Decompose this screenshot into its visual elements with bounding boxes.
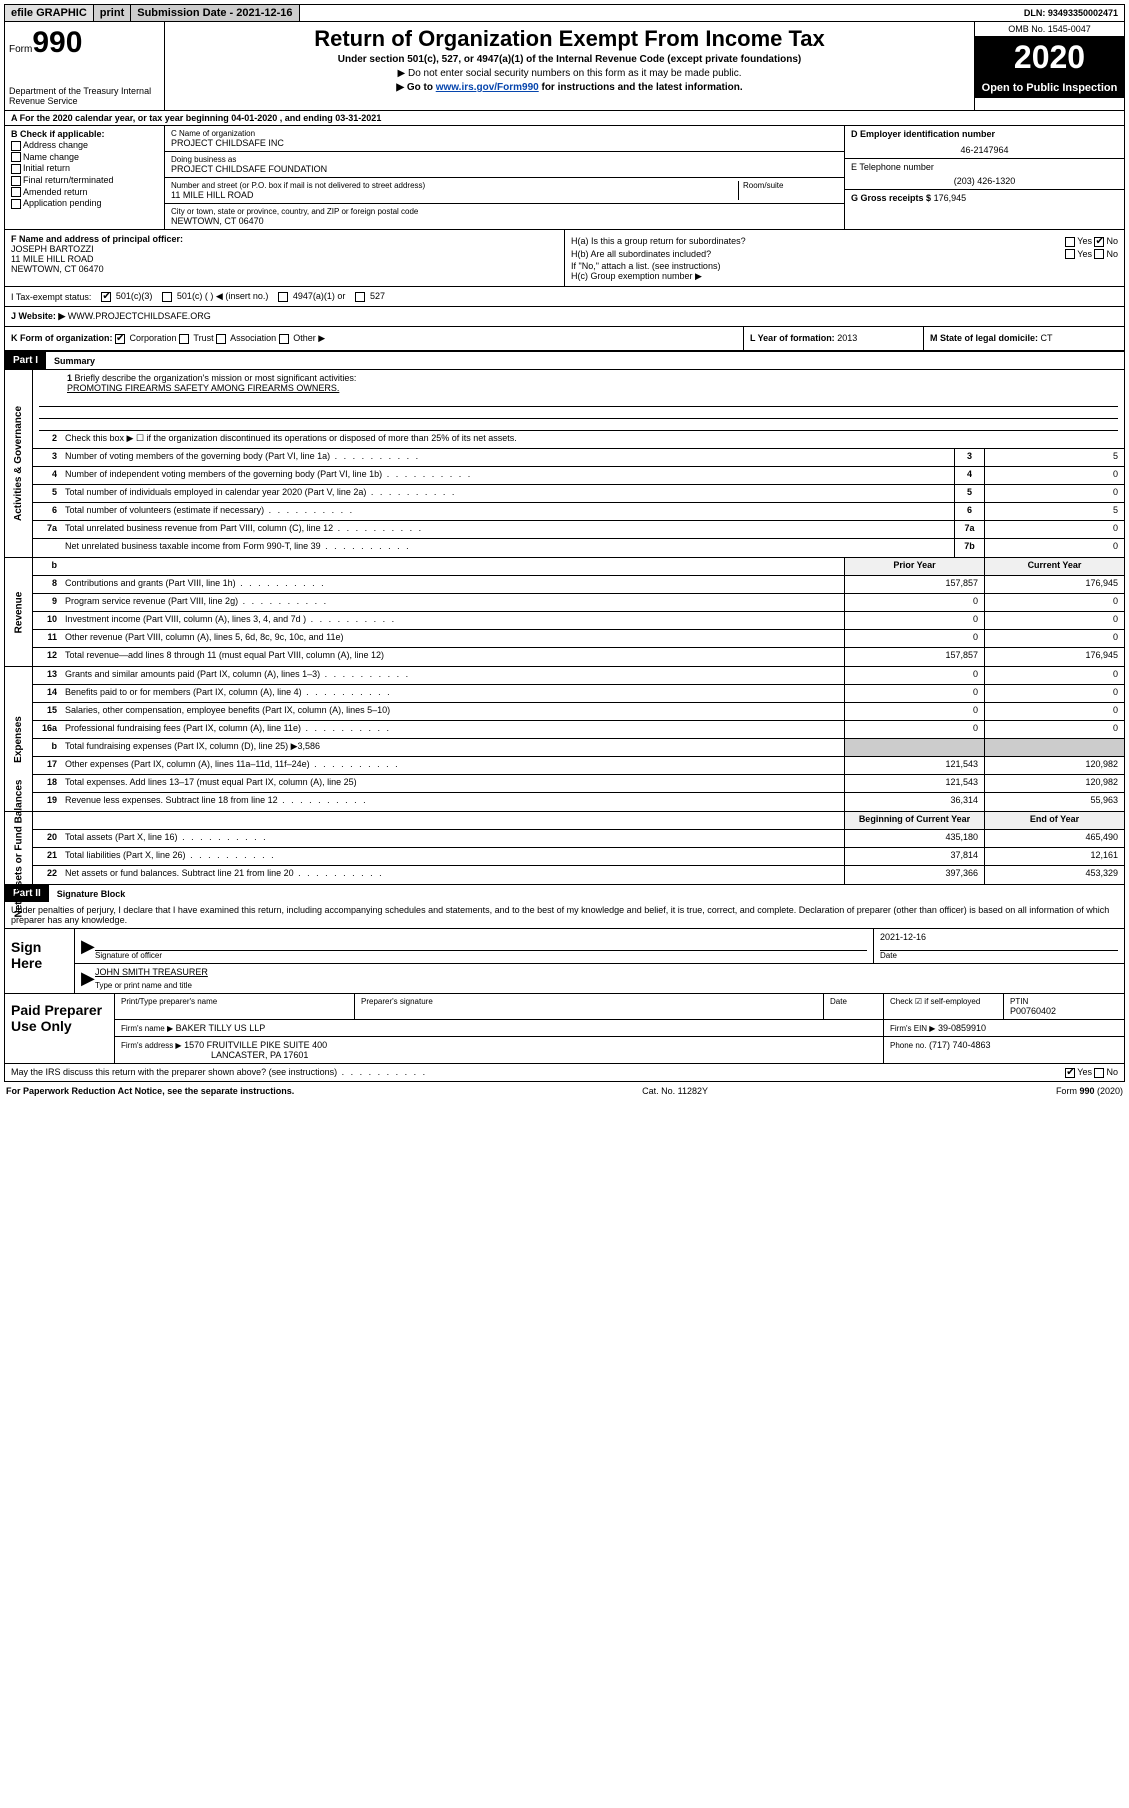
cb-initial-return[interactable]: Initial return	[11, 163, 158, 174]
header-line1: ▶ Do not enter social security numbers o…	[173, 68, 966, 79]
c-name-label: C Name of organization	[171, 129, 838, 138]
instructions-link[interactable]: www.irs.gov/Form990	[436, 82, 539, 93]
sign-here-label: Sign Here	[5, 929, 75, 993]
f-addr1: 11 MILE HILL ROAD	[11, 254, 558, 264]
mission-label: Briefly describe the organization's miss…	[75, 373, 357, 383]
open-inspection: Open to Public Inspection	[975, 78, 1124, 98]
section-bcd: B Check if applicable: Address change Na…	[4, 126, 1125, 230]
website-row: J Website: ▶ WWW.PROJECTCHILDSAFE.ORG	[4, 307, 1125, 327]
hc-label: H(c) Group exemption number ▶	[571, 271, 1118, 282]
c-city: NEWTOWN, CT 06470	[171, 216, 838, 226]
form-header: Form990 Department of the Treasury Inter…	[4, 22, 1125, 111]
c-dba-label: Doing business as	[171, 155, 838, 164]
r7av: 0	[984, 521, 1124, 538]
hb-label: H(b) Are all subordinates included?	[571, 249, 711, 260]
expenses-side: Expenses	[13, 716, 24, 763]
r4: Number of independent voting members of …	[61, 467, 954, 484]
f-addr2: NEWTOWN, CT 06470	[11, 264, 558, 274]
part1-header: Part I Summary	[4, 351, 1125, 369]
c-dba: PROJECT CHILDSAFE FOUNDATION	[171, 164, 838, 174]
form-subtitle: Under section 501(c), 527, or 4947(a)(1)…	[173, 54, 966, 65]
sig-intro: Under penalties of perjury, I declare th…	[5, 902, 1124, 928]
submission-date: Submission Date - 2021-12-16	[131, 5, 299, 21]
print-button[interactable]: print	[94, 5, 131, 21]
d-ein: 46-2147964	[851, 145, 1118, 155]
r5: Total number of individuals employed in …	[61, 485, 954, 502]
b-title: B Check if applicable:	[11, 129, 158, 139]
r6v: 5	[984, 503, 1124, 520]
form-title: Return of Organization Exempt From Incom…	[173, 26, 966, 52]
tax-year: 2020	[975, 37, 1124, 78]
dept-label: Department of the Treasury Internal Reve…	[9, 86, 160, 106]
c-addr: 11 MILE HILL ROAD	[171, 190, 738, 200]
netassets-side: Net Assets or Fund Balances	[13, 779, 24, 917]
r7a: Total unrelated business revenue from Pa…	[61, 521, 954, 538]
d-gross: G Gross receipts $ 176,945	[845, 190, 1124, 206]
tax-exempt-row: I Tax-exempt status: 501(c)(3) 501(c) ( …	[4, 287, 1125, 307]
cb-amended-return[interactable]: Amended return	[11, 187, 158, 198]
r4v: 0	[984, 467, 1124, 484]
r6: Total number of volunteers (estimate if …	[61, 503, 954, 520]
signature-block: Under penalties of perjury, I declare th…	[4, 902, 1125, 994]
paid-preparer-block: Paid Preparer Use Only Print/Type prepar…	[4, 994, 1125, 1064]
footer-left: For Paperwork Reduction Act Notice, see …	[6, 1086, 294, 1096]
r7bv: 0	[984, 539, 1124, 557]
hb-note: If "No," attach a list. (see instruction…	[571, 261, 1118, 271]
d-phone: (203) 426-1320	[851, 176, 1118, 186]
r5v: 0	[984, 485, 1124, 502]
part2-header: Part II Signature Block	[4, 885, 1125, 902]
r7b: Net unrelated business taxable income fr…	[61, 539, 954, 557]
d-phone-label: E Telephone number	[851, 162, 1118, 172]
f-name: JOSEPH BARTOZZI	[11, 244, 558, 254]
c-city-label: City or town, state or province, country…	[171, 207, 838, 216]
dln: DLN: 93493350002471	[1018, 5, 1124, 21]
k-row: K Form of organization: Corporation Trus…	[4, 327, 1125, 351]
cb-address-change[interactable]: Address change	[11, 140, 158, 151]
cb-final-return[interactable]: Final return/terminated	[11, 175, 158, 186]
c-name: PROJECT CHILDSAFE INC	[171, 138, 838, 148]
cb-application-pending[interactable]: Application pending	[11, 198, 158, 209]
c-addr-label: Number and street (or P.O. box if mail i…	[171, 181, 738, 190]
mission-text: PROMOTING FIREARMS SAFETY AMONG FIREARMS…	[67, 383, 339, 393]
cb-name-change[interactable]: Name change	[11, 152, 158, 163]
governance-section: Activities & Governance 1 Briefly descri…	[4, 369, 1125, 558]
f-label: F Name and address of principal officer:	[11, 234, 558, 244]
r3: Number of voting members of the governin…	[61, 449, 954, 466]
r3v: 5	[984, 449, 1124, 466]
governance-side: Activities & Governance	[13, 406, 24, 521]
topbar: efile GRAPHIC print Submission Date - 20…	[4, 4, 1125, 22]
form-number: Form990	[9, 26, 160, 60]
expenses-section: Expenses 13Grants and similar amounts pa…	[4, 667, 1125, 812]
d-ein-label: D Employer identification number	[851, 129, 1118, 139]
revenue-side: Revenue	[13, 591, 24, 633]
efile-button[interactable]: efile GRAPHIC	[5, 5, 94, 21]
revenue-section: Revenue bPrior YearCurrent Year 8Contrib…	[4, 558, 1125, 667]
footer-right: Form 990 (2020)	[1056, 1086, 1123, 1096]
ha-label: H(a) Is this a group return for subordin…	[571, 236, 746, 247]
discuss-row: May the IRS discuss this return with the…	[4, 1064, 1125, 1082]
header-line2: ▶ Go to www.irs.gov/Form990 for instruct…	[173, 82, 966, 93]
line-a: A For the 2020 calendar year, or tax yea…	[4, 111, 1125, 126]
omb-number: OMB No. 1545-0047	[975, 22, 1124, 37]
r2: Check this box ▶ ☐ if the organization d…	[61, 431, 1124, 448]
page-footer: For Paperwork Reduction Act Notice, see …	[4, 1082, 1125, 1100]
footer-mid: Cat. No. 11282Y	[642, 1086, 708, 1096]
section-fh: F Name and address of principal officer:…	[4, 230, 1125, 287]
paid-preparer-label: Paid Preparer Use Only	[5, 994, 115, 1063]
netassets-section: Net Assets or Fund Balances Beginning of…	[4, 812, 1125, 885]
c-room-label: Room/suite	[743, 181, 838, 190]
